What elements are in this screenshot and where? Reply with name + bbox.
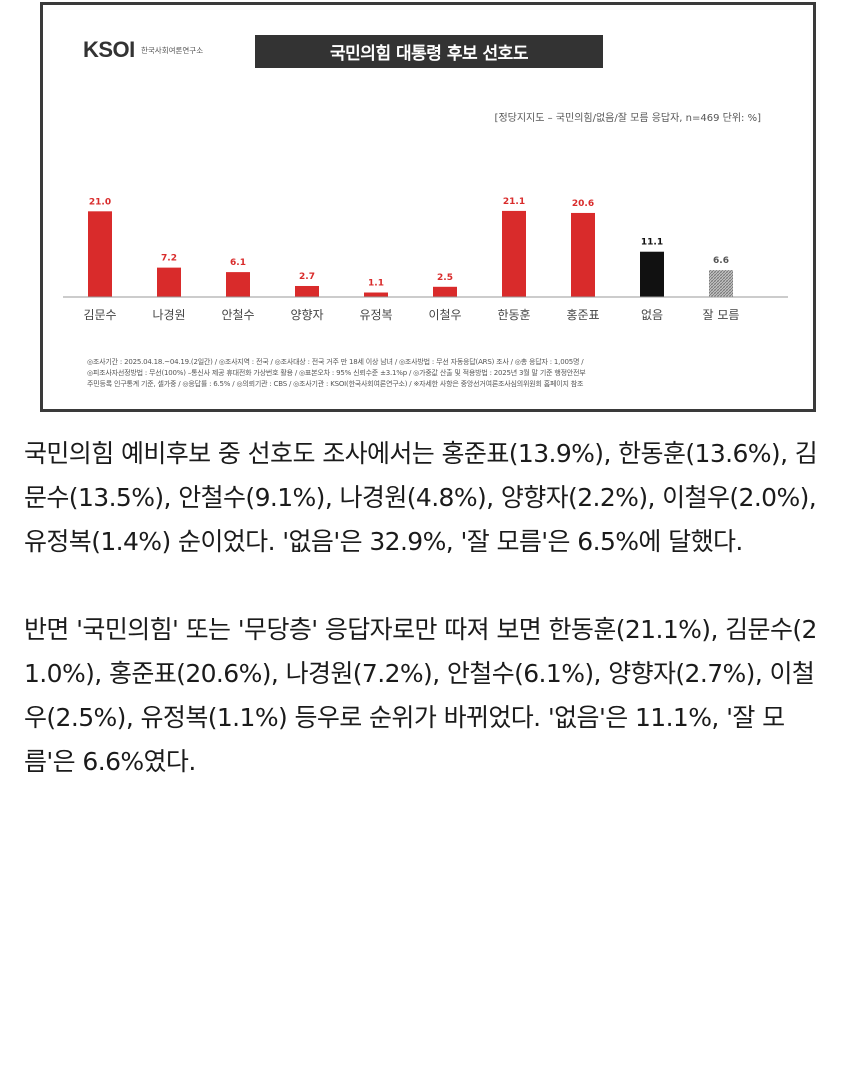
- bar-유정복: [364, 292, 388, 297]
- footnote-line: ◎조사기간 : 2025.04.18.~04.19.(2일간) / ◎조사지역 …: [87, 358, 584, 366]
- bar-chart: 21.0 김문수 7.2 나경원 6.1 안철수 2.7 양향자 1.1 유정복 2.5 이철우 21.…: [63, 197, 788, 322]
- article-paragraph: 국민의힘 예비후보 중 선호도 조사에서는 홍준표(13.9%), 한동훈(13…: [24, 439, 818, 556]
- bar-양향자: [295, 285, 319, 297]
- chart-panel: KSOI 한국사회여론연구소 국민의힘 대통령 후보 선호도 [정당지지도 – …: [40, 2, 816, 412]
- logo-wordmark: KSOI: [83, 37, 135, 62]
- category-label: 양향자: [290, 308, 323, 322]
- category-label: 유정복: [359, 308, 392, 322]
- category-label: 안철수: [221, 308, 254, 322]
- bar-안철수: [226, 272, 250, 297]
- category-label: 없음: [641, 308, 663, 322]
- chart-subtitle: [정당지지도 – 국민의힘/없음/잘 모름 응답자, n=469 단위: %]: [494, 113, 761, 124]
- data-label: 1.1: [368, 279, 384, 289]
- bar-한동훈: [502, 210, 526, 297]
- data-label: 20.6: [572, 199, 594, 209]
- bar-이철우: [433, 286, 457, 297]
- bar-없음: [640, 251, 664, 297]
- data-label: 2.5: [437, 273, 453, 283]
- article-body: 국민의힘 예비후보 중 선호도 조사에서는 홍준표(13.9%), 한동훈(13…: [24, 432, 826, 784]
- data-label: 6.1: [230, 258, 246, 268]
- footnote-line: 주민등록 인구통계 기준, 셀가중 / ◎응답률 : 6.5% / ◎의뢰기관 …: [87, 380, 584, 388]
- category-label: 잘 모름: [703, 308, 740, 322]
- category-label: 김문수: [83, 308, 116, 322]
- data-label: 21.0: [89, 197, 111, 207]
- logo-subtitle: 한국사회여론연구소: [141, 46, 204, 55]
- category-label: 이철우: [428, 308, 461, 322]
- data-label: 21.1: [503, 197, 525, 207]
- bar-김문수: [88, 211, 112, 297]
- footnote-line: ◎피조사자선정방법 : 무선(100%) –통신사 제공 휴대전화 가상번호 활…: [87, 369, 586, 377]
- data-label: 11.1: [641, 238, 663, 248]
- category-label: 한동훈: [497, 308, 530, 322]
- survey-footnote: ◎조사기간 : 2025.04.18.~04.19.(2일간) / ◎조사지역 …: [87, 357, 777, 390]
- bar-나경원: [157, 267, 181, 297]
- data-label: 6.6: [713, 256, 729, 266]
- chart-title: 국민의힘 대통령 후보 선호도: [255, 35, 603, 68]
- bar-홍준표: [571, 212, 595, 297]
- category-label: 홍준표: [566, 308, 599, 322]
- article-paragraph: 반면 '국민의힘' 또는 '무당층' 응답자로만 따져 보면 한동훈(21.1%…: [24, 615, 817, 776]
- bar-잘모름: [709, 270, 733, 297]
- data-label: 2.7: [299, 272, 315, 282]
- category-label: 나경원: [152, 308, 185, 322]
- data-label: 7.2: [161, 254, 177, 264]
